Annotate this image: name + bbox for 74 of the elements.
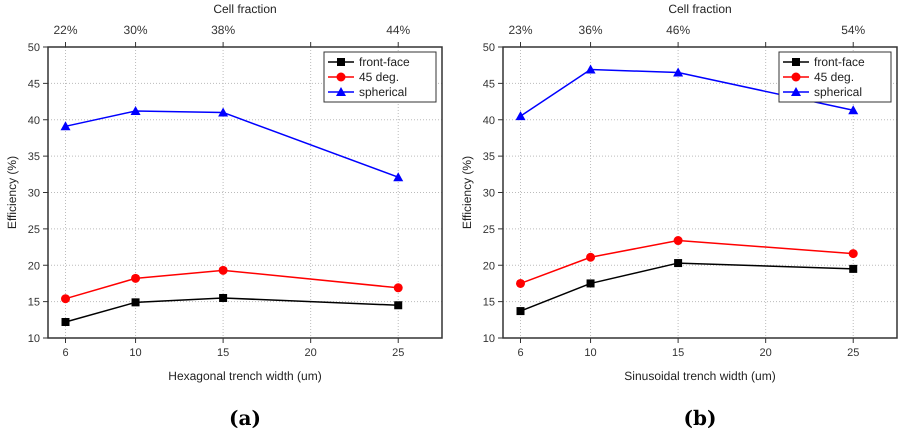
y-tick-label: 10: [28, 333, 40, 345]
point: [674, 236, 683, 246]
text: (b): [684, 406, 716, 430]
x-tick-label: 15: [216, 347, 230, 359]
y-tick-label: 50: [28, 42, 40, 54]
point: [61, 294, 70, 304]
annotation: 36%: [578, 23, 603, 37]
point: [393, 172, 404, 182]
y-axis-title: Efficiency (%): [5, 156, 19, 230]
point: [60, 121, 71, 130]
annotation: 23%: [508, 23, 533, 37]
y-tick-label: 25: [482, 224, 495, 236]
y-tick-label: 45: [28, 78, 40, 90]
point: [218, 107, 228, 116]
y-tick-label: 45: [482, 78, 495, 90]
legend-label: 45 deg.: [814, 70, 854, 84]
x-axis-title: Hexagonal trench width (um): [168, 369, 322, 383]
y-tick-label: 40: [28, 114, 40, 127]
y-tick-label: 30: [28, 188, 40, 200]
point: [516, 278, 526, 288]
y-tick-label: 30: [482, 188, 495, 200]
annotation: 46%: [666, 23, 690, 37]
annotation: 22%: [53, 23, 78, 37]
legend-label: 45 deg.: [359, 70, 400, 84]
y-tick-label: 35: [482, 151, 495, 164]
legend-label: spherical: [814, 85, 862, 99]
x-tick-label: 10: [129, 347, 142, 359]
x-tick-label: 25: [392, 347, 404, 359]
y-tick-label: 25: [28, 224, 40, 236]
y-tick-label: 10: [482, 333, 495, 345]
y-axis-title: Efficiency (%): [460, 156, 474, 230]
y-tick-label: 20: [28, 260, 40, 272]
x-tick-label: 20: [760, 347, 772, 359]
point: [130, 106, 141, 116]
x2-axis-title: Cell fraction: [668, 2, 732, 16]
y-tick-label: 40: [482, 114, 495, 127]
annotation: 54%: [841, 23, 866, 37]
x-tick-label: 25: [847, 347, 860, 359]
point: [516, 307, 525, 316]
x-axis-title: Sinusoidal trench width (um): [624, 369, 776, 383]
point: [394, 283, 403, 292]
point: [848, 105, 858, 114]
y-tick-label: 15: [482, 296, 495, 309]
y-tick-label: 15: [28, 296, 40, 309]
point: [674, 259, 682, 268]
point: [131, 274, 140, 283]
text: (a): [229, 406, 261, 430]
point: [848, 249, 858, 258]
point: [219, 294, 228, 302]
annotation: 38%: [211, 23, 236, 37]
x2-axis-title: Cell fraction: [213, 2, 277, 16]
legend-label: spherical: [359, 85, 408, 99]
legend-label: front-face: [814, 55, 866, 69]
x-tick-label: 10: [584, 347, 597, 359]
annotation: 30%: [124, 23, 148, 37]
point: [586, 279, 595, 288]
y-tick-label: 35: [28, 151, 40, 164]
legend-label: front-face: [359, 55, 410, 69]
point: [516, 111, 526, 120]
point: [586, 64, 596, 74]
x-tick-label: 20: [304, 347, 317, 359]
y-tick-label: 20: [482, 260, 495, 272]
point: [586, 252, 596, 262]
point: [849, 264, 858, 273]
point: [132, 298, 140, 306]
x-tick-label: 6: [62, 347, 69, 359]
x-tick-label: 15: [672, 347, 684, 359]
x-tick-label: 6: [517, 347, 524, 359]
point: [673, 67, 684, 76]
point: [62, 318, 70, 326]
annotation: 44%: [386, 23, 411, 37]
point: [394, 301, 402, 310]
y-tick-label: 50: [482, 42, 495, 54]
point: [218, 266, 228, 275]
